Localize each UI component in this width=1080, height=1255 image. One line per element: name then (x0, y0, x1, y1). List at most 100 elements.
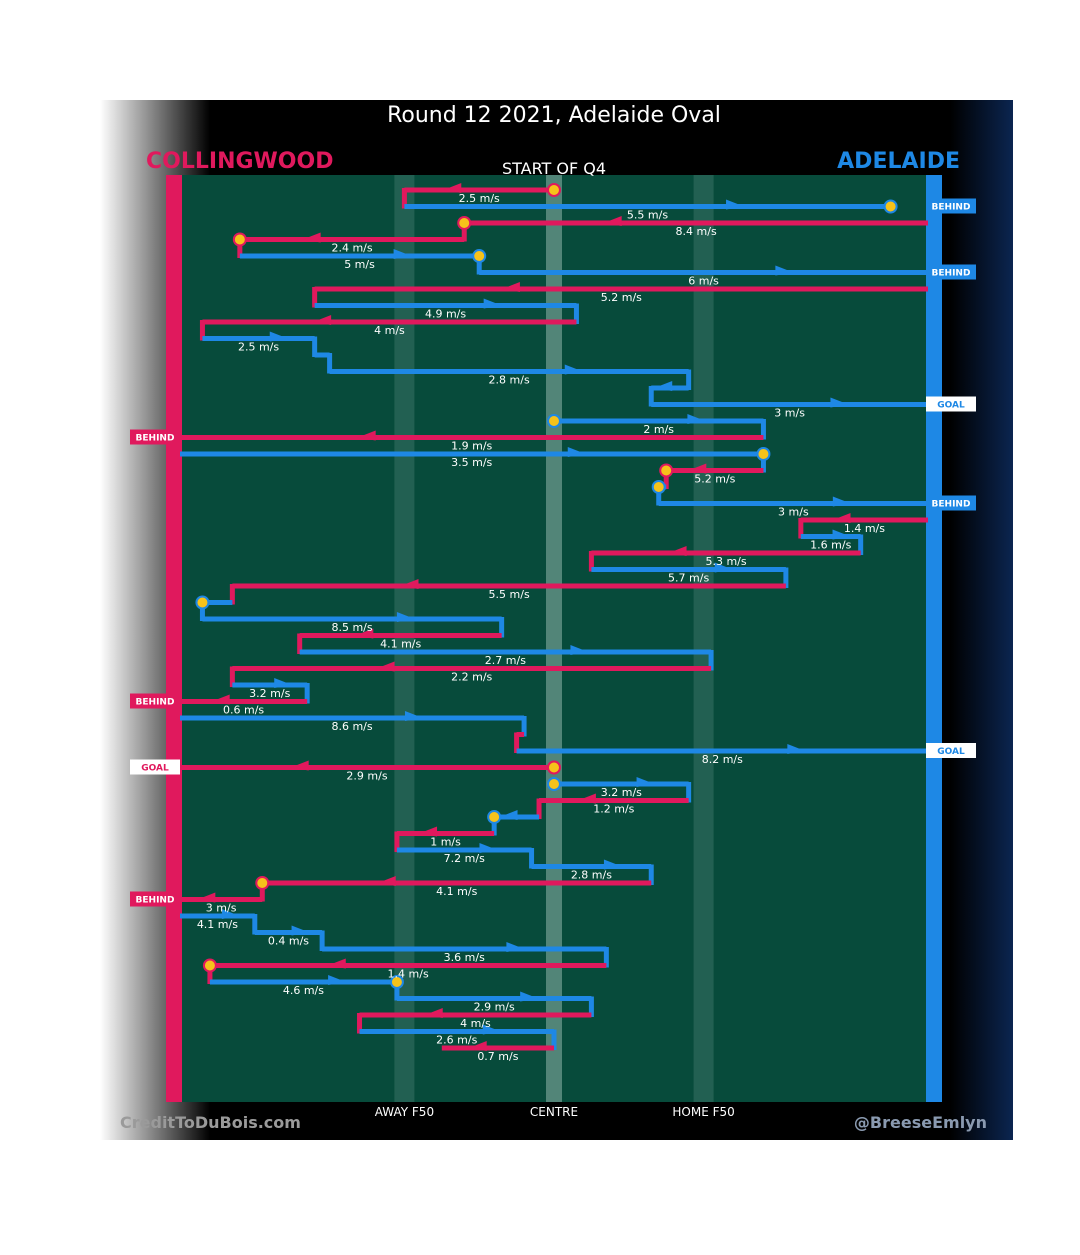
x-tick-label-2: HOME F50 (672, 1105, 734, 1119)
speed-label-34: 8.2 m/s (702, 753, 743, 766)
speed-label-23: 5.7 m/s (668, 572, 709, 585)
speed-label-13: 3 m/s (774, 407, 805, 420)
turnover-marker-end-25 (195, 595, 210, 610)
outcome-badges: BEHIND BEHIND GOAL BEHIND BEHIND BEHIND GOAL GO… (130, 198, 976, 907)
outcome-badge-15 (130, 429, 180, 445)
outcome-label-5: BEHIND (932, 269, 971, 279)
speed-label-4: 5 m/s (344, 258, 375, 271)
outcome-label-43: BEHIND (136, 896, 175, 906)
speed-label-31: 0.6 m/s (223, 704, 264, 717)
direction-arrow-8 (313, 315, 332, 325)
direction-arrow-27 (355, 628, 374, 639)
outcome-badge-34 (926, 743, 976, 758)
direction-arrow-2 (603, 216, 622, 226)
x-tick-band-1 (546, 175, 562, 1102)
speed-label-17: 5.2 m/s (694, 473, 735, 486)
direction-arrow-13 (830, 397, 849, 408)
speed-label-9: 2.5 m/s (238, 341, 279, 354)
turnover-marker-end-38 (487, 810, 502, 824)
direction-arrow-46 (506, 942, 525, 952)
speed-label-26: 8.5 m/s (331, 621, 372, 634)
outcome-badge-5 (926, 264, 976, 280)
turnover-marker-end-48 (389, 975, 404, 989)
outcome-label-34: GOAL (937, 747, 965, 757)
direction-arrow-16 (567, 447, 586, 457)
speed-label-27: 4.1 m/s (380, 638, 421, 651)
speed-label-44: 4.1 m/s (197, 918, 238, 931)
direction-arrow-42 (377, 876, 396, 886)
direction-arrow-38 (499, 810, 518, 820)
direction-arrow-35 (290, 760, 309, 771)
speed-label-39: 1 m/s (430, 836, 461, 849)
outcome-label-31: BEHIND (136, 698, 175, 708)
chart-subtitle: START OF Q4 (502, 159, 606, 178)
direction-arrow-11 (564, 364, 583, 375)
turnover-marker-end-42 (255, 876, 270, 890)
outcome-badge-31 (130, 693, 180, 709)
direction-arrow-45 (291, 925, 310, 936)
direction-arrow-23 (714, 562, 733, 573)
direction-arrow-28 (570, 645, 589, 655)
direction-arrow-21 (832, 529, 851, 540)
x-tick-labels: AWAY F50 CENTRE HOME F50 (375, 1105, 735, 1119)
speed-label-40: 7.2 m/s (444, 852, 485, 865)
turnover-marker-0 (547, 183, 561, 197)
speed-label-48: 4.6 m/s (283, 984, 324, 997)
turnover-marker-14 (547, 414, 561, 428)
speed-label-20: 1.4 m/s (844, 522, 885, 535)
direction-arrow-5 (775, 265, 794, 276)
speed-label-32: 8.6 m/s (331, 720, 372, 733)
speed-label-45: 0.4 m/s (268, 935, 309, 948)
turnover-marker-end-3 (232, 232, 247, 247)
speed-label-43: 3 m/s (206, 902, 237, 915)
speed-label-15: 1.9 m/s (451, 440, 492, 453)
direction-arrow-20 (832, 513, 851, 523)
direction-arrow-19 (832, 496, 851, 507)
direction-arrow-12 (654, 381, 673, 391)
direction-arrow-51 (482, 1024, 501, 1035)
speed-label-0: 2.5 m/s (459, 192, 500, 205)
outcome-label-35: GOAL (141, 764, 169, 774)
speed-label-24: 5.5 m/s (489, 588, 530, 601)
turnover-marker-36 (547, 777, 561, 791)
direction-arrow-50 (424, 1008, 443, 1018)
outcome-badge-43 (130, 891, 180, 907)
speed-label-30: 3.2 m/s (249, 687, 290, 700)
speed-label-1: 5.5 m/s (627, 209, 668, 222)
turnover-marker-end-16 (756, 447, 771, 461)
direction-arrow-0 (443, 183, 462, 193)
turnover-marker-end-4 (472, 249, 487, 263)
chart-title: Round 12 2021, Adelaide Oval (387, 103, 721, 128)
direction-arrow-37 (577, 793, 596, 804)
speed-label-29: 2.2 m/s (451, 671, 492, 684)
direction-arrow-26 (396, 612, 415, 622)
direction-arrow-1 (726, 199, 745, 210)
outcome-badge-35 (130, 759, 180, 775)
direction-arrow-17 (688, 463, 707, 474)
direction-arrow-48 (328, 975, 347, 985)
turnover-marker-end-18 (651, 480, 666, 494)
credit-left: CreditToDuBois.com (120, 1113, 301, 1132)
speed-label-50: 4 m/s (460, 1017, 491, 1030)
turnover-marker-35 (547, 760, 561, 775)
speed-label-2: 8.4 m/s (676, 225, 717, 238)
direction-arrow-4 (393, 249, 412, 259)
direction-arrow-22 (668, 546, 687, 556)
direction-arrow-9 (269, 331, 288, 342)
direction-arrow-14 (687, 414, 706, 424)
direction-arrow-34 (787, 744, 806, 754)
turnover-marker-end-1 (883, 199, 898, 214)
speed-label-35: 2.9 m/s (346, 770, 387, 783)
outcome-label-19: BEHIND (932, 500, 971, 510)
speed-label-36: 3.2 m/s (601, 786, 642, 799)
direction-arrow-43 (197, 892, 216, 903)
direction-arrow-30 (274, 678, 293, 688)
speed-label-8: 4 m/s (374, 324, 405, 337)
possession-segments (180, 183, 928, 1051)
speed-label-6: 5.2 m/s (601, 291, 642, 304)
outcome-label-1: BEHIND (932, 203, 971, 213)
speed-label-3: 2.4 m/s (331, 242, 372, 255)
x-tick-band-0 (394, 175, 415, 1102)
speed-label-46: 3.6 m/s (444, 951, 485, 964)
